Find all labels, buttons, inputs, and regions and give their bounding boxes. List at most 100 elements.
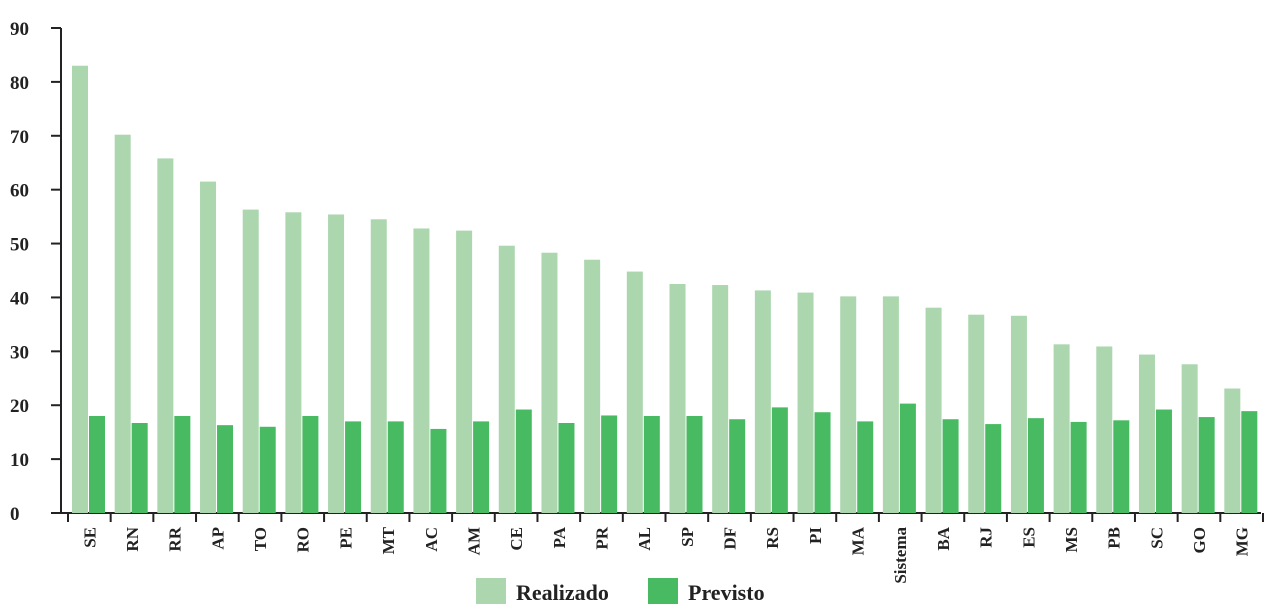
y-tick-label: 70 [10,127,29,148]
legend: Realizado Previsto [476,578,765,605]
bar-previsto [643,416,660,513]
bar-previsto [473,421,490,513]
x-tick-label: MG [1233,527,1252,556]
bar-previsto [601,415,618,513]
bar-previsto [302,416,319,513]
bar-realizado [925,307,942,513]
x-tick-label: TO [251,527,270,551]
x-tick-label: SC [1147,527,1166,549]
bar-realizado [584,259,601,513]
bar-realizado [72,65,88,513]
x-tick-label: MS [1062,527,1081,553]
x-tick-label: MT [379,526,398,554]
x-tick-label: RN [123,526,142,551]
x-tick-label: AC [422,527,441,552]
bar-previsto [131,423,148,513]
y-tick-label: 90 [10,19,29,40]
bar-realizado [754,290,771,513]
bar-realizado [285,212,302,514]
x-tick-label: AM [464,527,483,555]
x-tick-label: RO [294,527,313,553]
bar-realizado [242,209,259,513]
bar-previsto [515,409,532,513]
bar-realizado [456,230,473,513]
x-tick-label: PA [550,526,569,548]
bar-realizado [840,296,857,513]
bar-previsto [686,416,703,513]
x-tick-label: GO [1190,527,1209,553]
x-tick-label: PE [336,527,355,549]
y-tick-label: 20 [10,396,29,417]
bar-realizado [1224,388,1241,513]
x-tick-label: AP [208,527,227,550]
bar-realizado [712,285,729,513]
bar-previsto [558,423,575,513]
bar-realizado [968,314,985,513]
bar-previsto [771,407,788,513]
bar-previsto [89,416,105,513]
bar-realizado [1138,354,1155,513]
x-tick-label: RJ [977,527,996,548]
legend-swatch [476,578,506,604]
bars [72,65,1258,514]
bar-previsto [345,421,362,513]
bar-realizado [1096,346,1113,513]
bar-realizado [669,283,686,513]
x-tick-label: RS [763,527,782,549]
bar-previsto [1198,417,1215,513]
bar-previsto [1027,418,1044,513]
legend-swatch [648,578,678,604]
y-tick-label: 50 [10,235,29,256]
bar-realizado [328,214,345,513]
bar-previsto [1155,409,1172,513]
bar-realizado [1010,315,1027,513]
bar-previsto [1241,411,1258,513]
bar-previsto [217,425,234,513]
bar-realizado [1053,344,1070,513]
bar-previsto [942,419,959,513]
x-tick-label: BA [934,526,953,550]
x-tick-label: PR [592,526,611,549]
x-tick-label: Sistema [891,527,910,584]
y-tick-label: 60 [10,181,29,202]
bar-realizado [200,181,217,514]
legend-item-previsto: Previsto [688,580,765,605]
bar-realizado [370,219,387,514]
bar-previsto [814,412,831,513]
bar-previsto [729,419,746,513]
bar-previsto [1070,421,1087,513]
bar-previsto [387,421,404,513]
bar-previsto [1113,420,1130,513]
bar-realizado [413,228,430,513]
x-tick-label: PB [1105,527,1124,549]
category-labels: SE RN RR AP TO RO PE MT AC AM CE PA PR AL SP DF RS PI MA Si… [80,526,1251,583]
bar-realizado [882,296,899,513]
x-tick-label: AL [635,527,654,551]
x-tick-label: ES [1019,527,1038,548]
bar-realizado [157,158,174,513]
y-tick-label: 30 [10,342,29,363]
bar-realizado [1181,364,1198,513]
bar-realizado [498,245,515,513]
bar-realizado [626,271,643,513]
bar-previsto [259,426,276,513]
bar-previsto [430,428,447,513]
bar-previsto [985,424,1002,513]
bar-previsto [899,403,916,513]
bar-realizado [797,292,814,513]
x-tick-label: PI [806,527,825,544]
bar-realizado [541,252,558,513]
bar-previsto [857,421,874,513]
y-tick-label: 0 [10,504,20,525]
x-tick-label: CE [507,527,526,551]
x-tick-label: DF [721,527,740,550]
x-tick-label: SE [80,527,99,548]
x-tick-label: SP [678,527,697,547]
x-tick-label: RR [166,526,185,551]
bar-previsto [174,416,191,513]
x-tick-label: MA [849,526,868,555]
y-tick-label: 10 [10,450,29,471]
bar-realizado [114,134,131,513]
